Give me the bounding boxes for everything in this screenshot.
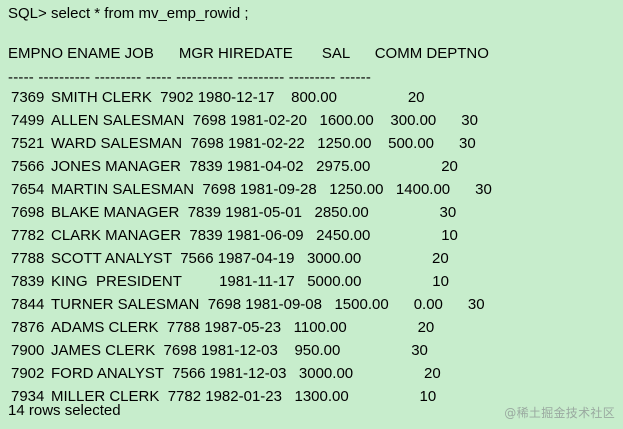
- empno: 7499: [11, 112, 45, 129]
- row-values: JONES MANAGER 7839 1981-04-02 2975.00 20: [51, 158, 458, 175]
- row-values: KING PRESIDENT 1981-11-17 5000.00 10: [51, 273, 449, 290]
- row-values: WARD SALESMAN 7698 1981-02-22 1250.00 50…: [51, 135, 476, 152]
- table-row: 7900 JAMES CLERK 7698 1981-12-03 950.00 …: [11, 341, 428, 360]
- table-row: 7521 WARD SALESMAN 7698 1981-02-22 1250.…: [11, 134, 476, 153]
- empno: 7521: [11, 135, 45, 152]
- result-header: EMPNO ENAME JOB MGR HIREDATE SAL COMM DE…: [8, 45, 489, 62]
- empno: 7876: [11, 319, 45, 336]
- table-row: 7369 SMITH CLERK 7902 1980-12-17 800.00 …: [11, 88, 425, 107]
- table-row: 7876 ADAMS CLERK 7788 1987-05-23 1100.00…: [11, 318, 434, 337]
- table-row: 7782 CLARK MANAGER 7839 1981-06-09 2450.…: [11, 226, 458, 245]
- empno: 7782: [11, 227, 45, 244]
- row-values: CLARK MANAGER 7839 1981-06-09 2450.00 10: [51, 227, 458, 244]
- empno: 7698: [11, 204, 45, 221]
- result-separator: ----- ---------- --------- ----- -------…: [8, 69, 372, 86]
- row-values: FORD ANALYST 7566 1981-12-03 3000.00 20: [51, 365, 441, 382]
- row-values: MARTIN SALESMAN 7698 1981-09-28 1250.00 …: [51, 181, 492, 198]
- table-row: 7844 TURNER SALESMAN 7698 1981-09-08 150…: [11, 295, 485, 314]
- table-row: 7902 FORD ANALYST 7566 1981-12-03 3000.0…: [11, 364, 441, 383]
- row-values: SCOTT ANALYST 7566 1987-04-19 3000.00 20: [51, 250, 449, 267]
- table-row: 7566 JONES MANAGER 7839 1981-04-02 2975.…: [11, 157, 458, 176]
- empno: 7566: [11, 158, 45, 175]
- row-values: ADAMS CLERK 7788 1987-05-23 1100.00 20: [51, 319, 435, 336]
- watermark-text: @稀土掘金技术社区: [504, 406, 615, 420]
- table-row: 7788 SCOTT ANALYST 7566 1987-04-19 3000.…: [11, 249, 449, 268]
- empno: 7654: [11, 181, 45, 198]
- row-values: TURNER SALESMAN 7698 1981-09-08 1500.00 …: [51, 296, 485, 313]
- sql-command-line: SQL> select * from mv_emp_rowid ;: [8, 5, 249, 22]
- empno: 7902: [11, 365, 45, 382]
- row-count-message: 14 rows selected: [8, 402, 121, 419]
- row-values: MILLER CLERK 7782 1982-01-23 1300.00 10: [51, 388, 437, 405]
- table-row: 7698 BLAKE MANAGER 7839 1981-05-01 2850.…: [11, 203, 456, 222]
- empno: 7844: [11, 296, 45, 313]
- empno: 7839: [11, 273, 45, 290]
- row-values: ALLEN SALESMAN 7698 1981-02-20 1600.00 3…: [51, 112, 478, 129]
- row-values: SMITH CLERK 7902 1980-12-17 800.00 20: [51, 89, 425, 106]
- row-values: BLAKE MANAGER 7839 1981-05-01 2850.00 30: [51, 204, 457, 221]
- empno: 7369: [11, 89, 45, 106]
- table-row: 7499 ALLEN SALESMAN 7698 1981-02-20 1600…: [11, 111, 478, 130]
- empno: 7788: [11, 250, 45, 267]
- row-values: JAMES CLERK 7698 1981-12-03 950.00 30: [51, 342, 428, 359]
- empno: 7934: [11, 388, 45, 405]
- table-row: 7839 KING PRESIDENT 1981-11-17 5000.00 1…: [11, 272, 449, 291]
- table-row: 7654 MARTIN SALESMAN 7698 1981-09-28 125…: [11, 180, 492, 199]
- table-row: 7934 MILLER CLERK 7782 1982-01-23 1300.0…: [11, 387, 436, 406]
- empno: 7900: [11, 342, 45, 359]
